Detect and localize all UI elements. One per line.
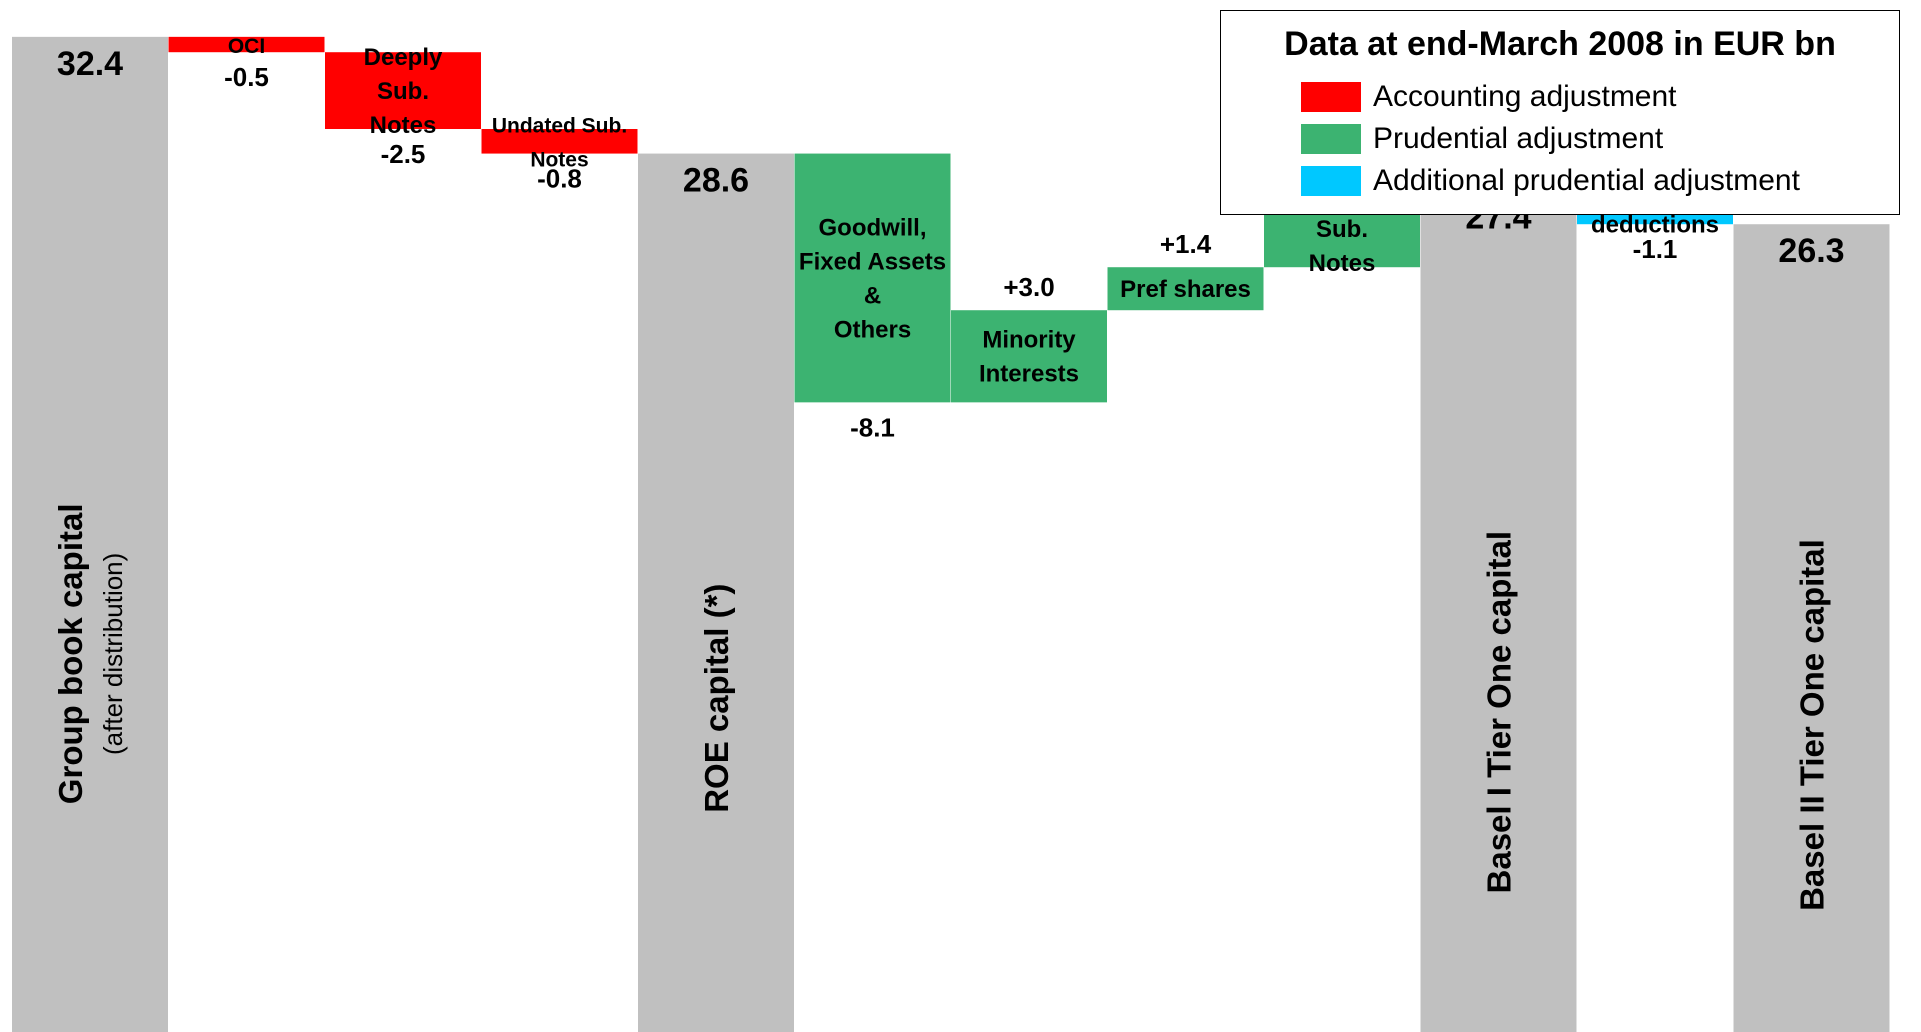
bar-6 bbox=[951, 310, 1107, 403]
bar-3 bbox=[481, 129, 638, 154]
bar-9 bbox=[1420, 190, 1577, 1032]
bar-5 bbox=[794, 153, 951, 403]
bar-label-5-line-0: Goodwill, bbox=[819, 214, 927, 241]
bar-7 bbox=[1107, 267, 1264, 311]
bar-label-8-line-2: Notes bbox=[1309, 250, 1376, 277]
value-label-11: 26.3 bbox=[1778, 232, 1844, 270]
legend-item-accounting: Accounting adjustment bbox=[1301, 79, 1677, 115]
bar-label-5-line-1: Fixed Assets bbox=[799, 248, 946, 275]
bar-label-6-line-0: Minority bbox=[982, 327, 1076, 354]
legend: Data at end-March 2008 in EUR bn Account… bbox=[1220, 10, 1900, 215]
legend-title: Data at end-March 2008 in EUR bn bbox=[1284, 25, 1836, 63]
bar-4 bbox=[638, 153, 794, 1032]
value-label-6: +3.0 bbox=[1003, 272, 1054, 302]
bar-label-9: Basel I Tier One capital bbox=[1481, 531, 1518, 894]
bar-label-3-line-1: Notes bbox=[530, 149, 588, 172]
bar-label-1-line-0: OCI bbox=[228, 35, 265, 58]
bar-label-6-line-1: Interests bbox=[979, 361, 1079, 388]
bar-label-2-line-1: Sub. bbox=[377, 78, 429, 105]
bar-label-10-line-1: deductions bbox=[1591, 212, 1719, 239]
legend-label-additional: Additional prudential adjustment bbox=[1373, 164, 1800, 197]
bar-0 bbox=[12, 36, 168, 1032]
value-label-0: 32.4 bbox=[57, 45, 123, 83]
value-label-5: -8.1 bbox=[850, 412, 895, 442]
legend-label-accounting: Accounting adjustment bbox=[1373, 80, 1677, 113]
bar-1 bbox=[168, 36, 325, 53]
value-label-3: -0.8 bbox=[537, 164, 582, 194]
bar-label-0: Group book capital bbox=[52, 503, 89, 804]
value-label-7: +1.4 bbox=[1160, 229, 1212, 259]
legend-swatch-prudential bbox=[1301, 124, 1361, 154]
value-label-4: 28.6 bbox=[683, 162, 749, 200]
bar-label-11: Basel II Tier One capital bbox=[1794, 539, 1831, 911]
bar-label-4: ROE capital (*) bbox=[698, 584, 735, 813]
bar-label-7-line-0: Pref shares bbox=[1120, 276, 1251, 303]
bar-label-2-line-2: Notes bbox=[370, 112, 437, 139]
bar-label-5-line-3: Others bbox=[834, 316, 911, 343]
legend-swatch-additional bbox=[1301, 166, 1361, 196]
bar-2 bbox=[325, 52, 481, 129]
value-label-2: -2.5 bbox=[381, 139, 426, 169]
bar-11 bbox=[1733, 224, 1890, 1032]
value-label-10: -1.1 bbox=[1633, 234, 1678, 264]
legend-item-additional: Additional prudential adjustment bbox=[1301, 163, 1800, 199]
bar-label-3-line-0: Undated Sub. bbox=[492, 115, 627, 138]
legend-label-prudential: Prudential adjustment bbox=[1373, 122, 1664, 155]
bar-label-5-line-2: & bbox=[864, 282, 881, 309]
bar-label-2-line-0: Deeply bbox=[364, 44, 443, 71]
bar-label-8-line-1: Sub. bbox=[1316, 216, 1368, 243]
value-label-1: -0.5 bbox=[224, 62, 269, 92]
legend-item-prudential: Prudential adjustment bbox=[1301, 121, 1663, 157]
bar-sublabel-0: (after distribution) bbox=[98, 553, 128, 755]
legend-swatch-accounting bbox=[1301, 82, 1361, 112]
